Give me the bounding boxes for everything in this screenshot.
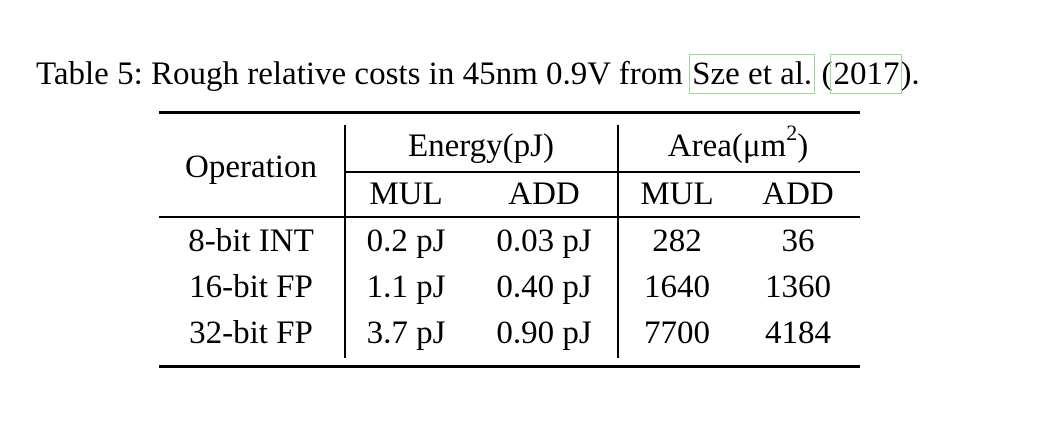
header-energy-mul: MUL	[369, 176, 443, 212]
citation-author-link[interactable]: Sze et al.	[689, 54, 816, 94]
header-area-add: ADD	[762, 176, 834, 212]
cell-energy-add: 0.03 pJ	[496, 223, 592, 259]
cell-energy-add: 0.90 pJ	[496, 315, 592, 351]
table-bottom-rule	[159, 365, 860, 368]
cell-area-mul: 282	[652, 223, 702, 259]
citation-year-link[interactable]: 2017	[830, 54, 903, 94]
cell-energy-mul: 1.1 pJ	[366, 269, 446, 305]
cell-operation: 8-bit INT	[188, 223, 314, 259]
cell-energy-mul: 3.7 pJ	[366, 315, 446, 351]
table-vertical-divider-operation	[344, 125, 346, 358]
cell-area-mul: 7700	[644, 315, 710, 351]
header-energy-add: ADD	[508, 176, 580, 212]
table-top-rule	[159, 111, 860, 114]
caption-text: Rough relative costs in 45nm 0.9V from	[142, 56, 692, 92]
table-vertical-divider-energy	[617, 125, 619, 358]
cell-operation: 32-bit FP	[189, 315, 313, 351]
cell-operation: 16-bit FP	[189, 269, 313, 305]
header-area-superscript: 2	[786, 120, 798, 145]
citation-close-paren: ).	[900, 56, 920, 92]
cell-energy-mul: 0.2 pJ	[366, 223, 446, 259]
cell-area-mul: 1640	[644, 269, 710, 305]
header-area-mul: MUL	[640, 176, 714, 212]
header-operation: Operation	[185, 149, 317, 185]
header-energy-group: Energy(pJ)	[407, 128, 555, 164]
cell-area-add: 4184	[765, 315, 831, 351]
table-subheader-rule	[345, 171, 860, 173]
header-area-prefix: Area(μm	[667, 128, 787, 164]
cell-area-add: 36	[781, 223, 815, 259]
table-header-rule	[159, 216, 860, 218]
header-area-suffix: )	[797, 128, 809, 164]
table-caption: Table 5: Rough relative costs in 45nm 0.…	[36, 52, 920, 96]
cell-energy-add: 0.40 pJ	[496, 269, 592, 305]
citation-open-paren: (	[813, 56, 833, 92]
caption-label: Table 5:	[36, 56, 143, 92]
cell-area-add: 1360	[765, 269, 831, 305]
header-area-group: Area(μm2)	[622, 122, 854, 166]
